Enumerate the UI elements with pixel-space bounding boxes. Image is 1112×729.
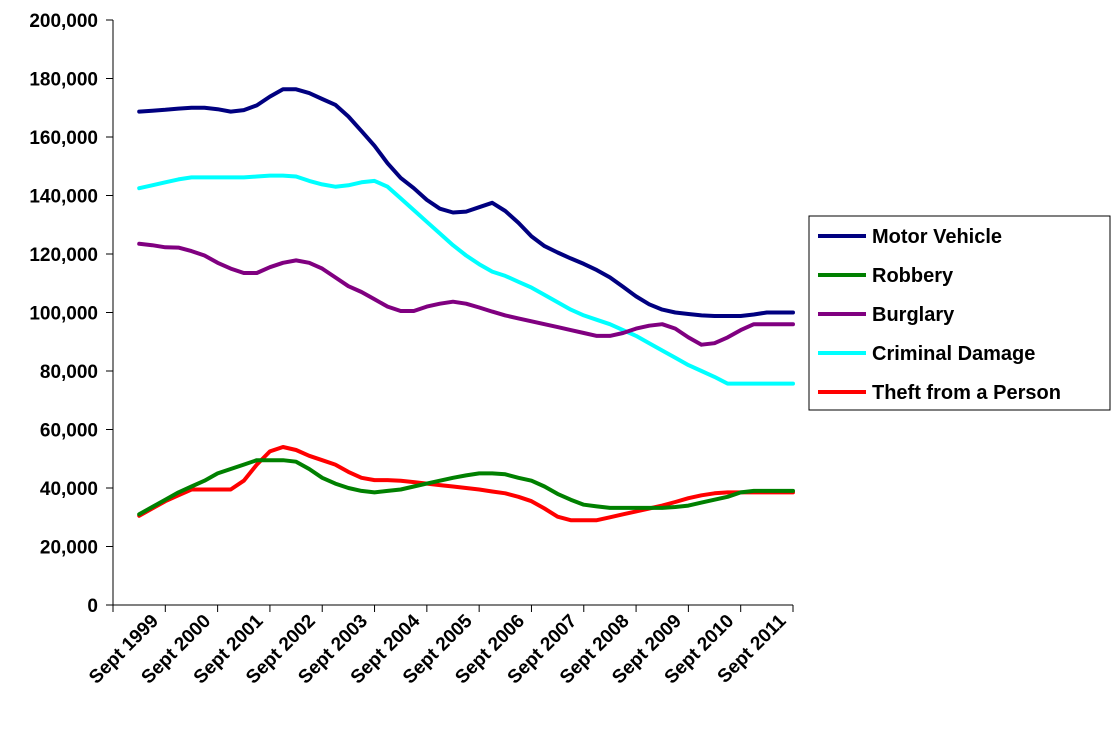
legend-items: Motor Vehicle Robbery Burglary Criminal Dam…	[818, 226, 1061, 404]
legend-label: Theft from a Person	[872, 382, 1061, 404]
plot-area: 0 20,000 40,000 60,000 80,000 100,000 120,000 1…	[29, 11, 795, 688]
legend-frame	[808, 215, 1111, 411]
legend-label: Motor Vehicle	[872, 226, 1002, 248]
legend-label: Robbery	[872, 265, 954, 287]
y-tick-label: 20,000	[40, 538, 98, 559]
y-axis-ticks: 0 20,000 40,000 60,000 80,000 100,000 120,000 1…	[29, 11, 113, 617]
y-tick-label: 80,000	[40, 362, 98, 383]
y-tick-label: 180,000	[29, 70, 98, 91]
legend: Motor Vehicle Robbery Burglary Criminal Dam…	[808, 215, 1111, 411]
series-line-criminal-damage	[137, 173, 795, 386]
y-tick-label: 60,000	[40, 421, 98, 442]
y-tick-label: 100,000	[29, 304, 98, 325]
series-lines	[137, 87, 795, 523]
series-line-robbery	[137, 458, 795, 517]
legend-label: Burglary	[872, 304, 955, 326]
y-tick-label: 40,000	[40, 479, 98, 500]
y-tick-label: 0	[87, 596, 98, 617]
y-tick-label: 160,000	[29, 128, 98, 149]
series-line-burglary	[137, 241, 795, 347]
y-tick-label: 120,000	[29, 245, 98, 266]
y-tick-label: 200,000	[29, 11, 98, 32]
series-line-motor-vehicle	[137, 87, 795, 318]
series-line-theft-from-a-person	[137, 445, 795, 523]
legend-label: Criminal Damage	[872, 343, 1035, 365]
y-tick-label: 140,000	[29, 187, 98, 208]
